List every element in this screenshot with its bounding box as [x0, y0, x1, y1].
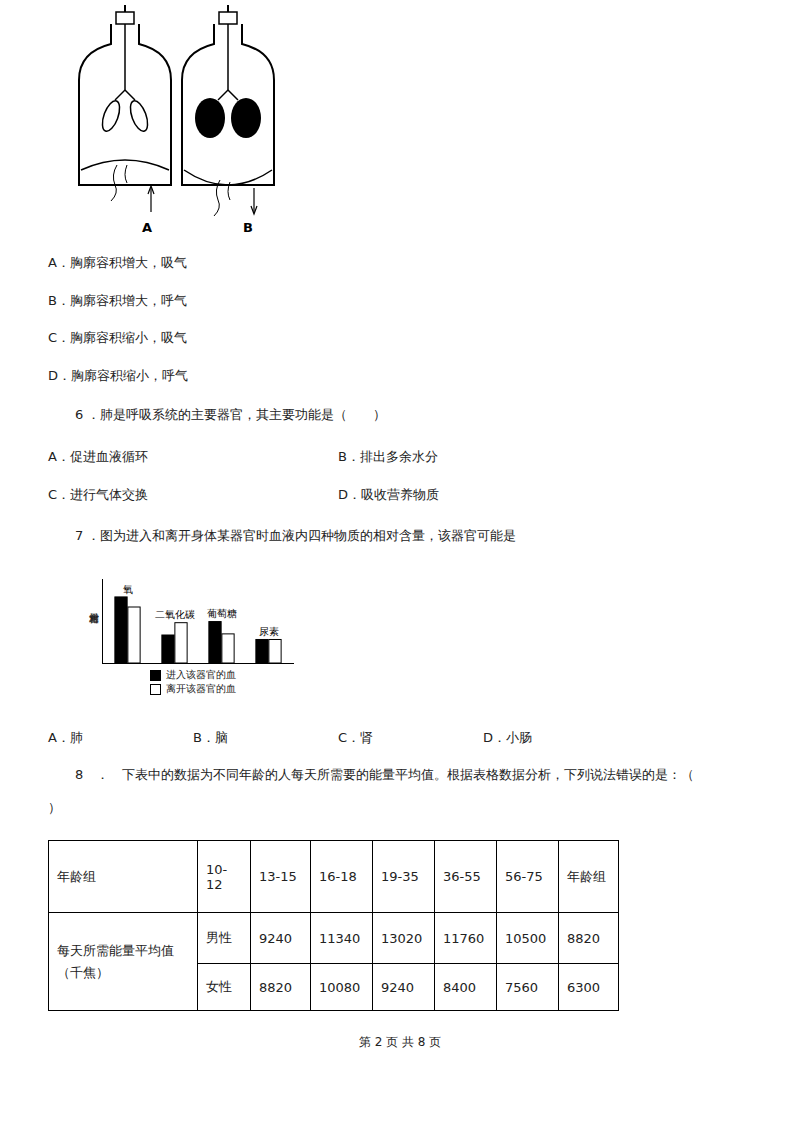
html-text:每天所需能量平均值（千焦）: 每天所需能量平均值（千焦） [57, 942, 174, 980]
html-text:16-18: 16-18 [319, 869, 357, 884]
html-text:8400: 8400 [443, 979, 477, 995]
html-text:8820: 8820 [259, 979, 293, 995]
svg-text:氧: 氧 [123, 584, 133, 595]
html-text:13-15: 13-15 [259, 869, 297, 884]
svg-text:A: A [142, 220, 152, 235]
html-text:A．胸廓容积增大，吸气: A．胸廓容积增大，吸气 [48, 255, 187, 270]
html-text:7 ．图为进入和离开身体某器官时血液内四种物质的相对含量，该: 7 ．图为进入和离开身体某器官时血液内四种物质的相对含量，该器官可能是 [75, 528, 517, 543]
html-text:11760: 11760 [443, 930, 485, 946]
html-text:年龄组: 年龄组 [57, 868, 96, 884]
html-text:6 ．肺是呼吸系统的主要器官，其主要功能是（ ）: 6 ．肺是呼吸系统的主要器官，其主要功能是（ ） [75, 407, 387, 422]
html-text:男性: 男性 [206, 930, 232, 945]
svg-text:尿素: 尿素 [259, 626, 279, 637]
html-text:9240: 9240 [259, 930, 293, 946]
html-text:A．肺: A．肺 [48, 730, 83, 745]
html-text:D．胸廓容积缩小，呼气: D．胸廓容积缩小，呼气 [48, 367, 188, 383]
html-text:D．小肠: D．小肠 [483, 730, 532, 745]
html-text:8 ． 下表中的数据为不同年龄的人每天所需要的能量平均值。根: 8 ． 下表中的数据为不同年龄的人每天所需要的能量平均值。根据表格数据分析，下列… [75, 767, 695, 782]
html-text:7560: 7560 [505, 979, 539, 995]
html-text:进入该器官的血: 进入该器官的血 [166, 669, 236, 680]
html-text:C．胸廓容积缩小，吸气: C．胸廓容积缩小，吸气 [48, 330, 188, 345]
html-text:10500: 10500 [505, 930, 547, 946]
html-text:9240: 9240 [381, 979, 415, 995]
html-text:56-75: 56-75 [505, 869, 543, 884]
html-text:年龄组: 年龄组 [567, 868, 606, 884]
html-text:8820: 8820 [567, 930, 601, 946]
html-text:女性: 女性 [206, 979, 232, 994]
svg-text:葡萄糖: 葡萄糖 [207, 608, 237, 619]
html-text:A．促进血液循环: A．促进血液循环 [48, 449, 148, 464]
html-text:第 2 页 共 8 页: 第 2 页 共 8 页 [358, 1035, 442, 1049]
svg-text:二氧化碳: 二氧化碳 [155, 609, 195, 620]
svg-text:B: B [243, 220, 253, 235]
html-text:11340: 11340 [319, 930, 361, 946]
html-text:10080: 10080 [319, 979, 361, 995]
html-text:6300: 6300 [567, 979, 601, 995]
html-text:C．进行气体交换: C．进行气体交换 [48, 487, 149, 502]
html-text:36-55: 36-55 [443, 869, 481, 884]
html-text:B．脑: B．脑 [193, 730, 228, 745]
html-text:D．吸收营养物质: D．吸收营养物质 [338, 487, 439, 502]
html-text:10-12: 10-12 [206, 861, 228, 892]
html-text:B．排出多余水分: B．排出多余水分 [338, 449, 438, 464]
html-text:B．胸廓容积增大，呼气: B．胸廓容积增大，呼气 [48, 292, 187, 308]
html-text:19-35: 19-35 [381, 869, 419, 884]
html-text:C．肾: C．肾 [338, 730, 374, 745]
html-text:13020: 13020 [381, 930, 423, 946]
html-text:离开该器官的血: 离开该器官的血 [166, 683, 236, 694]
